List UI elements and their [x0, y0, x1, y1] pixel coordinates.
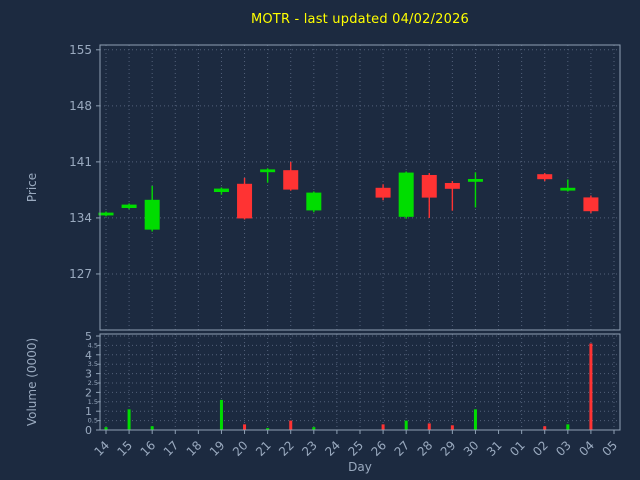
x-tick-label: 28 — [415, 438, 436, 459]
price-tick-label: 141 — [69, 155, 92, 169]
x-tick-label: 04 — [576, 438, 597, 459]
price-tick-label: 134 — [69, 211, 92, 225]
chart-title: MOTR - last updated 04/02/2026 — [250, 12, 470, 27]
volume-minor-tick-label: 2.5 — [88, 379, 98, 387]
volume-minor-tick-label: 3.5 — [88, 360, 98, 368]
volume-minor-tick-label: 0.5 — [88, 417, 98, 425]
x-tick-label: 23 — [299, 438, 320, 459]
candle-body-day-27 — [398, 172, 414, 217]
x-tick-label: 15 — [115, 438, 136, 459]
candle-body-day-23 — [306, 192, 322, 211]
volume-tick-label: 1 — [85, 405, 92, 418]
x-tick-label: 29 — [438, 438, 459, 459]
volume-axis-label: Volume (0000) — [25, 338, 39, 426]
x-tick-label: 30 — [461, 438, 482, 459]
candle-body-day-22 — [283, 170, 299, 190]
volume-bar-day-22 — [289, 420, 293, 430]
volume-minor-tick-label: 4.5 — [88, 341, 98, 349]
volume-bar-day-30 — [473, 409, 477, 430]
x-tick-label: 22 — [276, 438, 297, 459]
candle-body-day-21 — [260, 169, 276, 173]
volume-bar-day-19 — [219, 399, 223, 430]
volume-tick-label: 2 — [85, 386, 92, 399]
candle-body-day-03 — [560, 187, 576, 191]
candle-body-day-14 — [98, 212, 114, 216]
x-tick-label: 20 — [230, 438, 251, 459]
price-panel-frame — [99, 44, 621, 331]
volume-tick-label: 0 — [85, 424, 92, 437]
x-tick-label: 18 — [184, 438, 205, 459]
x-tick-label: 05 — [599, 438, 620, 459]
candle-body-day-26 — [375, 187, 391, 198]
candle-body-day-28 — [421, 174, 437, 198]
volume-bar-day-26 — [381, 424, 385, 430]
volume-bar-day-20 — [243, 424, 247, 430]
x-tick-label: 31 — [484, 438, 505, 459]
x-tick-label: 16 — [138, 438, 159, 459]
volume-tick-label: 5 — [85, 330, 92, 343]
volume-bar-day-14 — [104, 427, 108, 430]
candle-body-day-20 — [237, 183, 253, 219]
x-tick-label: 14 — [91, 438, 112, 459]
x-tick-label: 25 — [345, 438, 366, 459]
volume-tick-label: 4 — [85, 349, 92, 362]
price-tick-label: 155 — [69, 43, 92, 57]
x-tick-label: 24 — [322, 438, 343, 459]
candle-body-day-19 — [213, 188, 229, 193]
x-axis-label: Day — [348, 460, 372, 474]
volume-bar-day-27 — [404, 420, 408, 430]
volume-minor-tick-label: 1.5 — [88, 398, 98, 406]
volume-bar-day-04 — [589, 343, 593, 430]
candle-body-day-16 — [144, 199, 160, 230]
volume-bar-day-21 — [266, 428, 270, 430]
volume-bar-day-02 — [543, 426, 547, 430]
x-tick-label: 17 — [161, 438, 182, 459]
volume-bar-day-29 — [450, 425, 454, 430]
volume-bar-day-15 — [127, 409, 131, 430]
x-tick-label: 21 — [253, 438, 274, 459]
volume-bar-day-23 — [312, 427, 316, 430]
price-tick-label: 127 — [69, 267, 92, 281]
volume-bar-day-16 — [150, 426, 154, 430]
x-tick-label: 26 — [369, 438, 390, 459]
candle-body-day-15 — [121, 204, 137, 209]
price-tick-label: 148 — [69, 99, 92, 113]
candle-body-day-29 — [444, 182, 460, 189]
candle-body-day-30 — [467, 178, 483, 182]
x-tick-label: 27 — [392, 438, 413, 459]
x-tick-label: 03 — [553, 438, 574, 459]
volume-bar-day-03 — [566, 424, 570, 430]
x-tick-label: 01 — [507, 438, 528, 459]
price-axis-label: Price — [25, 173, 39, 202]
candle-body-day-04 — [583, 197, 599, 212]
volume-bar-day-28 — [427, 423, 431, 430]
candle-body-day-02 — [537, 174, 553, 180]
x-tick-label: 02 — [530, 438, 551, 459]
volume-tick-label: 3 — [85, 368, 92, 381]
x-tick-label: 19 — [207, 438, 228, 459]
